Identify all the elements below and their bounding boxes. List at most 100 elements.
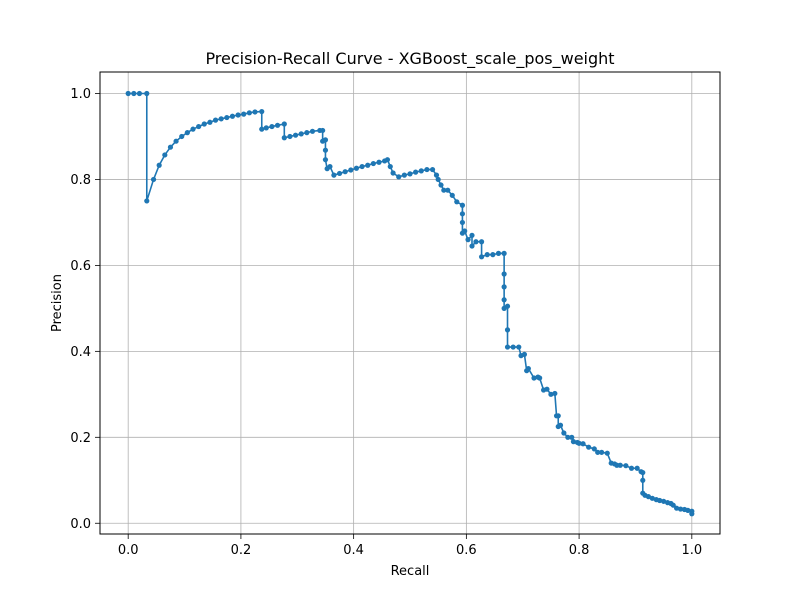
grid-layer — [100, 72, 720, 534]
data-point — [390, 170, 396, 176]
data-point — [184, 130, 190, 136]
data-point — [640, 469, 646, 476]
data-point — [309, 128, 316, 134]
data-point — [623, 463, 629, 469]
data-point — [359, 163, 365, 170]
data-point — [657, 497, 663, 504]
data-point — [287, 133, 293, 140]
data-point — [212, 117, 219, 123]
y-tick-label: 0.2 — [70, 431, 91, 446]
data-point — [661, 498, 667, 504]
x-tick-label: 0.0 — [118, 543, 139, 558]
data-point — [263, 125, 269, 131]
data-point — [495, 250, 502, 256]
data-point — [125, 90, 131, 97]
data-point — [413, 169, 419, 175]
data-point — [269, 123, 275, 130]
data-point — [201, 121, 207, 127]
data-point — [156, 162, 162, 168]
data-point — [342, 169, 348, 175]
data-point — [246, 110, 252, 116]
data-point — [649, 495, 655, 501]
data-point — [218, 116, 224, 122]
data-point — [292, 132, 299, 138]
data-point — [322, 157, 329, 163]
plot-frame — [99, 71, 721, 535]
data-point — [580, 441, 586, 447]
data-point — [557, 422, 564, 428]
data-point — [281, 135, 287, 141]
data-point — [173, 138, 179, 144]
data-point — [462, 228, 468, 234]
data-point — [387, 163, 393, 170]
x-tick-label: 0.2 — [231, 543, 252, 558]
y-tick-label: 0.6 — [70, 259, 91, 274]
data-point — [548, 391, 554, 397]
data-point — [459, 211, 466, 217]
data-point — [478, 254, 485, 260]
data-point — [235, 112, 241, 118]
data-point — [685, 507, 691, 513]
data-point — [396, 174, 402, 180]
data-point — [586, 444, 592, 450]
data-point — [569, 434, 575, 440]
data-point — [259, 126, 265, 132]
data-point — [537, 375, 543, 381]
data-point — [617, 462, 623, 468]
data-point — [490, 252, 496, 258]
data-point — [501, 284, 507, 290]
data-point — [604, 450, 610, 456]
data-point — [445, 187, 451, 193]
data-point — [628, 465, 635, 471]
data-point — [327, 163, 333, 170]
data-point — [459, 219, 466, 226]
data-point — [478, 239, 485, 245]
y-tick-label: 0.0 — [70, 517, 91, 532]
data-point — [241, 111, 247, 117]
data-point — [465, 237, 471, 243]
data-point — [190, 126, 196, 132]
y-tick-label: 0.4 — [70, 345, 91, 360]
data-point — [384, 157, 391, 163]
data-point — [576, 440, 582, 446]
data-point — [531, 375, 537, 381]
data-point — [401, 172, 407, 178]
data-point — [144, 90, 150, 97]
data-point — [501, 271, 507, 277]
y-axis-title: Precision — [50, 274, 65, 332]
data-point — [162, 152, 168, 158]
data-point — [599, 449, 605, 455]
data-point — [501, 297, 507, 303]
data-point — [544, 386, 550, 392]
data-point — [469, 243, 475, 249]
tick-layer: 0.0 0.2 0.4 0.6 0.8 1.0 0.0 0.2 0.4 0.6 0.8 1.0 — [70, 87, 702, 558]
data-point — [433, 172, 440, 178]
data-point — [565, 434, 571, 440]
data-point — [252, 109, 258, 115]
y-tick-label: 0.8 — [70, 173, 91, 188]
data-point — [504, 303, 511, 309]
data-point — [561, 430, 567, 436]
data-point — [336, 170, 343, 177]
x-tick-label: 0.8 — [569, 543, 590, 558]
data-point — [418, 168, 424, 174]
data-point — [570, 439, 577, 445]
chart-title: Precision-Recall Curve - XGBoost_scale_p… — [205, 49, 614, 69]
x-tick-label: 1.0 — [681, 543, 702, 558]
data-point — [131, 90, 137, 97]
data-point — [370, 160, 376, 167]
data-point — [322, 147, 329, 153]
data-point — [454, 199, 460, 205]
data-point — [521, 351, 528, 357]
data-point — [424, 166, 430, 173]
data-point — [689, 511, 695, 517]
data-point — [348, 167, 354, 173]
data-point — [150, 176, 157, 183]
x-axis-title: Recall — [391, 564, 430, 579]
data-point — [591, 446, 597, 452]
y-tick-label: 1.0 — [70, 87, 91, 102]
data-point — [670, 502, 676, 508]
data-point — [510, 344, 516, 350]
data-point — [552, 390, 558, 397]
